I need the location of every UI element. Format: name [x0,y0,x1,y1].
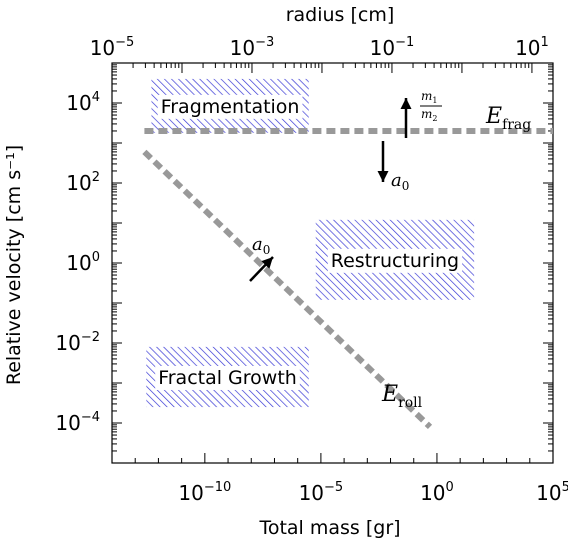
x2-axis-title: radius [cm] [286,4,395,26]
svg-text:m2: m2 [421,107,437,123]
y-tick-label: 10−4 [55,410,100,435]
e-roll-line [142,149,433,430]
fractal-growth-label-bg [155,365,300,390]
a0-upper-label: a0 [252,234,270,257]
fragmentation-label: Fragmentation [161,96,300,118]
y-axis-title: Relative velocity [cm s⁻¹] [3,145,25,385]
fractal-growth-label: Fractal Growth [158,367,297,389]
x-tick-label: 105 [536,480,568,505]
annotation-arrows [249,98,412,282]
x-axis-title: Total mass [gr] [258,517,400,539]
mass-ratio-label: m1 m2 [420,89,442,123]
y-tick-label: 104 [66,90,100,115]
e-frag-label: Efrag [485,104,531,133]
x2-tick-label: 10−1 [370,35,415,60]
x2-tick-label: 10−5 [90,35,135,60]
axis-ticks: 10−10 10−5 100 105 10−5 10−3 10−1 101 10−4 10−2 10… [55,35,568,505]
x-tick-label: 100 [420,480,454,505]
series-lines [142,128,553,430]
y-tick-label: 100 [66,250,100,275]
e-roll-label: Eroll [381,382,423,411]
x-tick-label: 10−5 [299,480,344,505]
svg-text:m1: m1 [421,89,437,105]
regions: Fragmentation Restructuring Fractal Growth [146,78,475,408]
restructuring-label-bg [327,248,463,273]
y-tick-label: 10−2 [55,330,100,355]
arrow-up-mass-ratio-head [400,98,412,109]
x-tick-label: 10−10 [178,480,231,505]
arrow-a0-roll-head [261,257,273,269]
x2-tick-label: 10−3 [230,35,275,60]
y-tick-label: 102 [66,170,100,195]
arrow-down-a0-head [377,171,389,182]
fragmentation-label-bg [157,94,303,119]
a0-lower-label: a0 [391,170,409,193]
restructuring-label: Restructuring [331,250,459,272]
x2-tick-label: 101 [515,35,549,60]
